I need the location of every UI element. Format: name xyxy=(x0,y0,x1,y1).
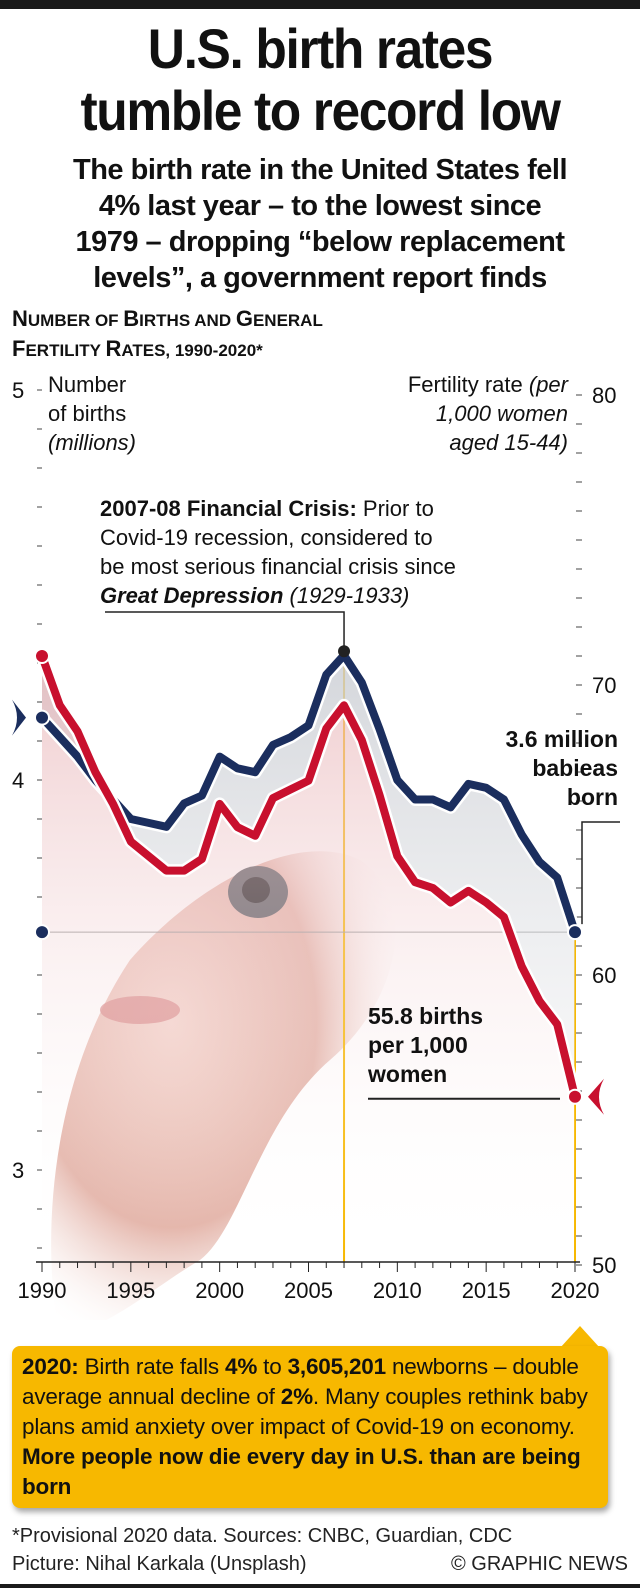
picture-credit: Picture: Nihal Karkala (Unsplash) xyxy=(12,1553,307,1575)
fertility-axis-arrow xyxy=(588,1078,604,1115)
page-title: U.S. birth rates tumble to record low xyxy=(26,18,615,142)
x-axis-tick-label: 2005 xyxy=(284,1278,333,1303)
fertility-2020-annotation: 55.8 births per 1,000 women xyxy=(368,1003,484,1087)
callout-pointer xyxy=(560,1326,600,1348)
subtitle-line: The birth rate in the United States fell xyxy=(72,154,568,186)
x-axis-tick-label: 2010 xyxy=(373,1278,422,1303)
births-line xyxy=(38,651,579,937)
left-axis-tick-label: 4 xyxy=(12,768,24,793)
births-reference-dot xyxy=(34,924,50,941)
births-axis-arrow xyxy=(12,699,26,736)
x-axis-tick-label: 1995 xyxy=(106,1278,155,1303)
top-bar xyxy=(0,0,640,9)
chart-heading: NUMBER OF BIRTHS AND GENERAL FERTILITY R… xyxy=(12,306,323,361)
graphic-news-credit: © GRAPHIC NEWS xyxy=(451,1553,628,1575)
title-line-1: U.S. birth rates xyxy=(147,17,494,80)
right-axis-tick-label: 60 xyxy=(592,963,616,988)
fertility-area xyxy=(42,656,575,1262)
callout-text: 2020: Birth rate falls 4% to 3,605,201 n… xyxy=(22,1354,588,1499)
births-point-2020 xyxy=(567,924,583,941)
left-axis-tick-label: 5 xyxy=(12,378,24,403)
crisis-peak-marker xyxy=(338,645,351,658)
left-axis-tick-label: 3 xyxy=(12,1158,24,1183)
footer: *Provisional 2020 data. Sources: CNBC, G… xyxy=(12,1522,628,1578)
crisis-leader-line xyxy=(105,611,345,650)
x-axis-tick-label: 2020 xyxy=(551,1278,600,1303)
right-axis-tick-label: 70 xyxy=(592,673,616,698)
callout-2020: 2020: Birth rate falls 4% to 3,605,201 n… xyxy=(12,1346,608,1508)
subtitle-line: 4% last year – to the lowest since xyxy=(98,190,542,222)
right-axis-label: Fertility rate (per 1,000 women aged 15-… xyxy=(407,372,568,455)
x-axis-tick-label: 2015 xyxy=(462,1278,511,1303)
subtitle: The birth rate in the United States fell… xyxy=(0,152,640,296)
births-2020-annotation: 3.6 million babieas born xyxy=(505,726,618,810)
right-axis-tick-label: 50 xyxy=(592,1253,616,1278)
line-chart: 3 4 5 50 60 70 80 1990 1995 2000 2005 2010 2015 2020 xyxy=(12,378,620,1320)
bottom-bar xyxy=(0,1584,640,1588)
subtitle-line: levels”, a government report finds xyxy=(93,262,547,294)
fertility-point-1990 xyxy=(34,648,50,664)
x-axis-tick-label: 2000 xyxy=(195,1278,244,1303)
x-axis-tick-label: 1990 xyxy=(18,1278,67,1303)
births-point-1990 xyxy=(34,709,50,726)
subtitle-line: 1979 – dropping “below replacement xyxy=(75,226,565,258)
title-line-2: tumble to record low xyxy=(80,79,560,142)
sources-note: *Provisional 2020 data. Sources: CNBC, G… xyxy=(12,1525,513,1547)
fertility-line xyxy=(38,652,579,1101)
right-axis-tick-label: 80 xyxy=(592,383,616,408)
left-axis-label: Number of births (millions) xyxy=(48,372,136,455)
gap-area xyxy=(42,655,575,1097)
financial-crisis-annotation: 2007-08 Financial Crisis: Prior to Covid… xyxy=(100,496,456,608)
fertility-point-2020 xyxy=(567,1088,583,1105)
births-leader-line xyxy=(581,821,620,925)
